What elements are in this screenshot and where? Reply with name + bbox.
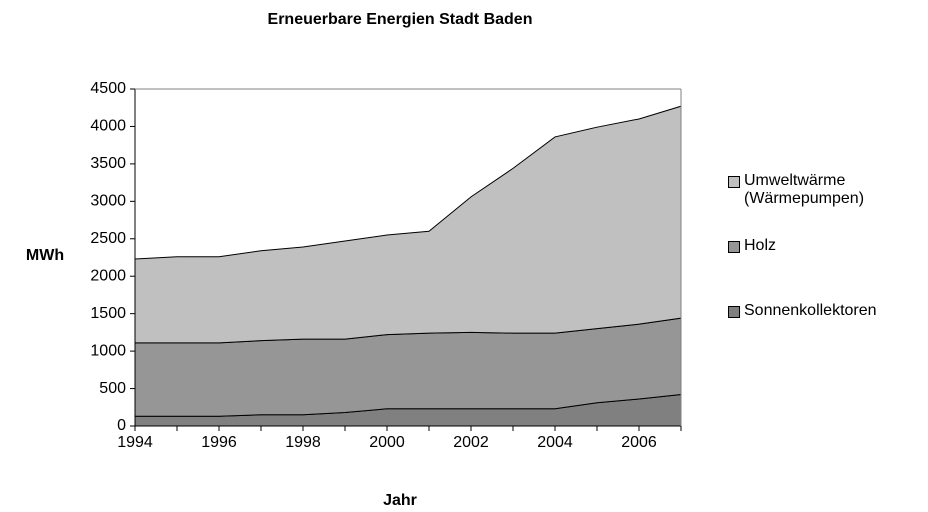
y-tick-label: 2000 <box>90 267 126 284</box>
legend-label: Holz <box>744 237 777 254</box>
y-tick-label: 0 <box>117 417 126 434</box>
x-axis-label: Jahr <box>383 492 417 509</box>
y-axis-label: MWh <box>26 247 64 264</box>
legend-item: Holz <box>728 237 923 302</box>
legend-item: Sonnenkollektoren <box>728 302 923 367</box>
legend-swatch <box>728 176 740 188</box>
legend-item: Umweltwärme (Wärmepumpen) <box>728 172 923 237</box>
x-tick-label: 2000 <box>369 434 405 451</box>
legend-label: Sonnenkollektoren <box>744 302 877 319</box>
legend-label: Umweltwärme (Wärmepumpen) <box>744 172 865 207</box>
x-tick-label: 1998 <box>285 434 321 451</box>
x-tick-label: 1994 <box>117 434 153 451</box>
y-tick-label: 4000 <box>90 118 126 135</box>
y-tick-label: 500 <box>99 380 126 397</box>
x-tick-label: 2004 <box>537 434 573 451</box>
y-tick-label: 3500 <box>90 155 126 172</box>
x-tick-label: 2006 <box>621 434 657 451</box>
legend-swatch <box>728 306 740 318</box>
chart-title: Erneuerbare Energien Stadt Baden <box>268 11 533 28</box>
area <box>134 105 682 344</box>
y-tick-label: 4500 <box>90 80 126 97</box>
x-tick-label: 2002 <box>453 434 489 451</box>
legend-swatch <box>728 241 740 253</box>
y-tick-label: 3000 <box>90 193 126 210</box>
legend: Umweltwärme (Wärmepumpen) Holz Sonnenkolle… <box>728 172 923 367</box>
y-tick-label: 1500 <box>90 305 126 322</box>
y-tick-label: 2500 <box>90 230 126 247</box>
x-tick-label: 1996 <box>201 434 237 451</box>
y-tick-label: 1000 <box>90 342 126 359</box>
